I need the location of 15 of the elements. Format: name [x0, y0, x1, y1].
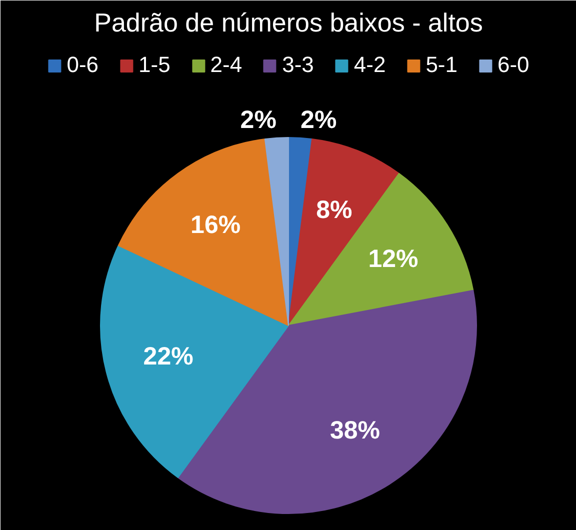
chart-title: Padrão de números baixos - altos [94, 8, 483, 38]
data-label: 22% [143, 342, 194, 370]
data-label: 38% [330, 416, 380, 444]
data-label: 2% [300, 106, 337, 134]
legend-label: 4-2 [354, 52, 386, 78]
legend-label: 2-4 [210, 52, 242, 78]
legend-label: 0-6 [66, 52, 99, 78]
legend-label: 5-1 [426, 52, 458, 78]
legend-label: 1-5 [138, 52, 170, 78]
data-label: 12% [368, 245, 418, 274]
legend-label: 6-0 [497, 52, 530, 78]
data-label: 2% [240, 106, 276, 134]
data-label: 16% [190, 211, 241, 240]
data-label: 8% [316, 196, 352, 224]
legend-label: 3-3 [282, 52, 314, 78]
